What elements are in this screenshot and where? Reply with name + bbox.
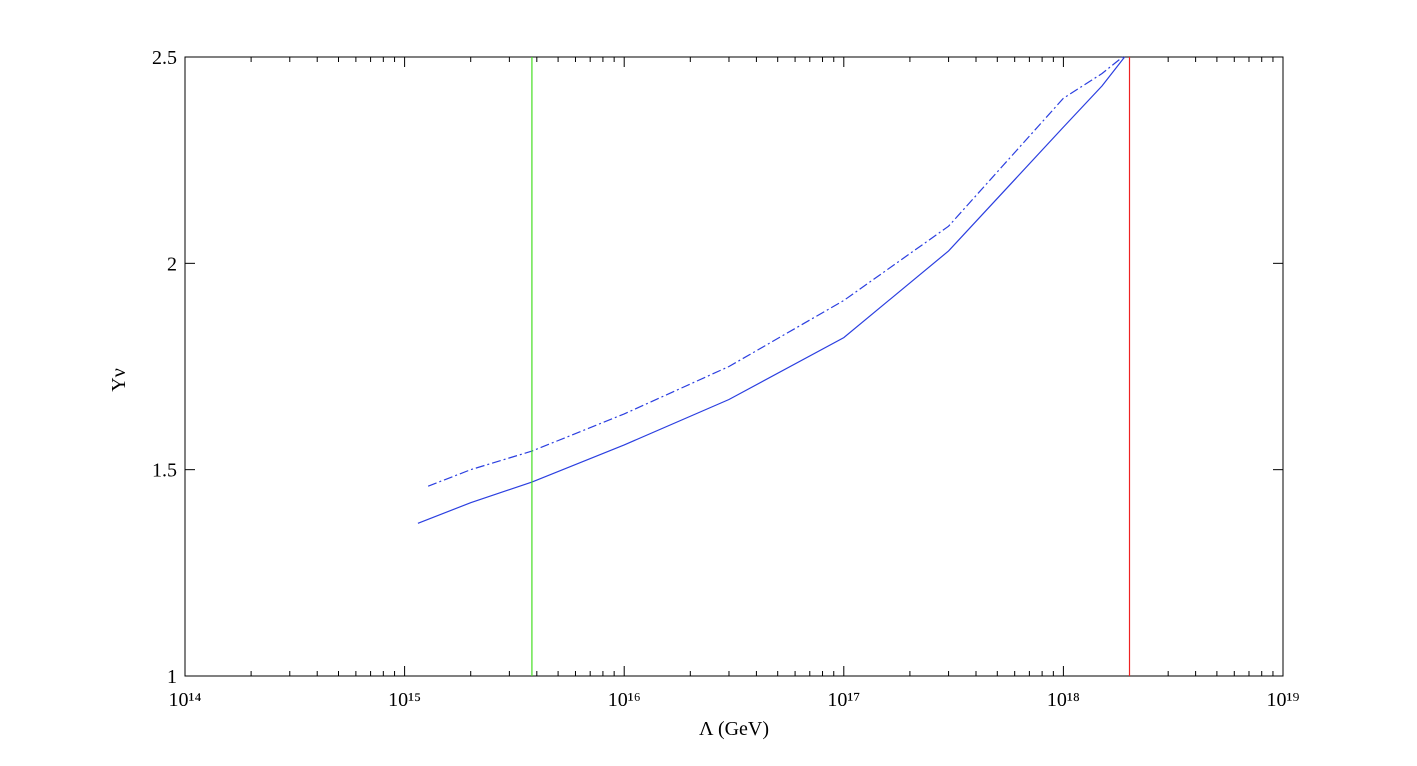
y-tick-label: 1.5 <box>152 460 177 482</box>
plot-frame <box>184 56 1284 677</box>
x-tick-label: 10¹⁹ <box>1267 689 1300 711</box>
x-tick-label: 10¹⁶ <box>608 689 641 711</box>
x-tick-label: 10¹⁸ <box>1047 689 1080 711</box>
x-tick-label: 10¹⁵ <box>388 689 421 711</box>
x-tick-label: 10¹⁷ <box>827 689 860 711</box>
x-tick-label: 10¹⁴ <box>169 689 202 711</box>
y-tick-label: 2.5 <box>152 47 177 69</box>
y-tick-label: 1 <box>167 666 177 688</box>
y-tick-label: 2 <box>167 253 177 275</box>
series-line <box>417 56 1126 524</box>
y-axis-label: Yν <box>108 368 130 392</box>
x-axis-label: Λ (GeV) <box>699 718 769 740</box>
